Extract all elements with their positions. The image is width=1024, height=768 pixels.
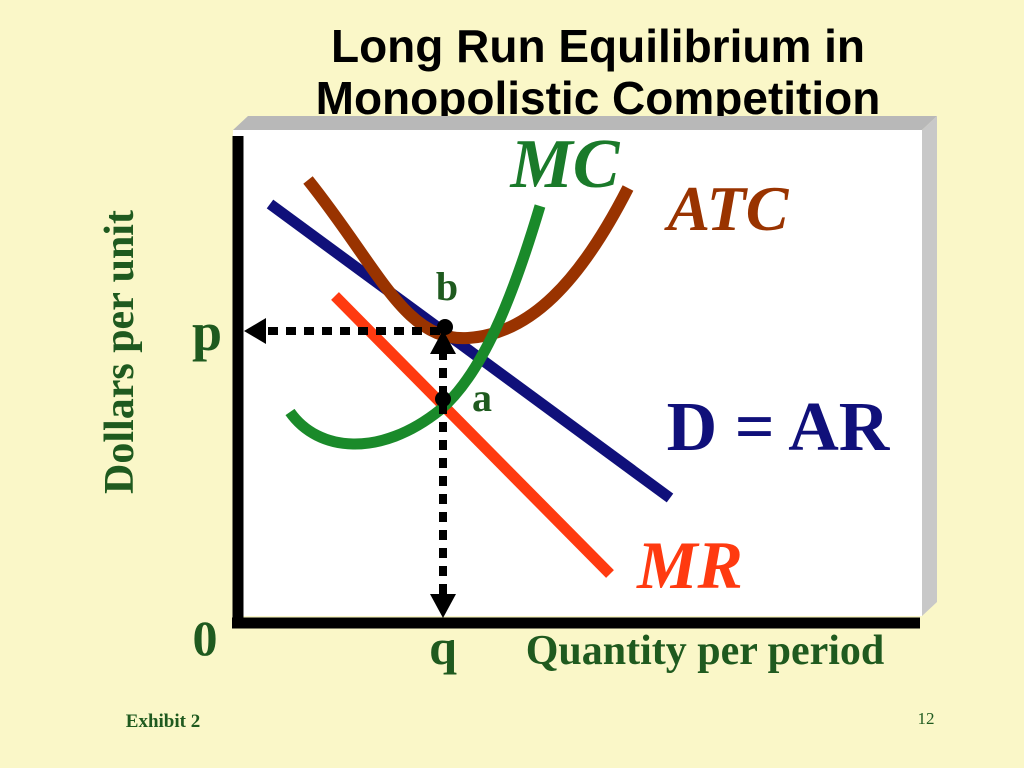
- exhibit-label: Exhibit 2: [126, 711, 200, 732]
- arrow-head: [430, 330, 456, 354]
- point-b-label: b: [436, 264, 458, 309]
- title-line: Monopolistic Competition: [316, 72, 881, 124]
- atc-curve: [303, 176, 634, 345]
- mc-label: MC: [510, 126, 621, 203]
- mr-label: MR: [636, 527, 743, 603]
- demand-curve: [266, 199, 674, 503]
- page-number: 12: [918, 709, 935, 728]
- y-axis-label: Dollars per unit: [97, 210, 143, 494]
- point-a-label: a: [472, 375, 492, 420]
- mr-curve: [331, 292, 614, 578]
- arrow-head: [244, 318, 266, 344]
- origin-label: 0: [193, 610, 218, 666]
- atc-label: ATC: [664, 173, 790, 244]
- demand-label: D = AR: [667, 389, 891, 466]
- panel-top-bevel: [233, 116, 937, 130]
- point-a: [435, 391, 451, 407]
- price-label: p: [192, 302, 222, 362]
- quantity-label: q: [429, 619, 457, 675]
- x-axis-label: Quantity per period: [526, 628, 885, 674]
- arrow-head: [430, 594, 456, 618]
- panel-side-bevel: [922, 116, 937, 616]
- point-b: [437, 319, 453, 335]
- title-line: Long Run Equilibrium in: [331, 20, 865, 72]
